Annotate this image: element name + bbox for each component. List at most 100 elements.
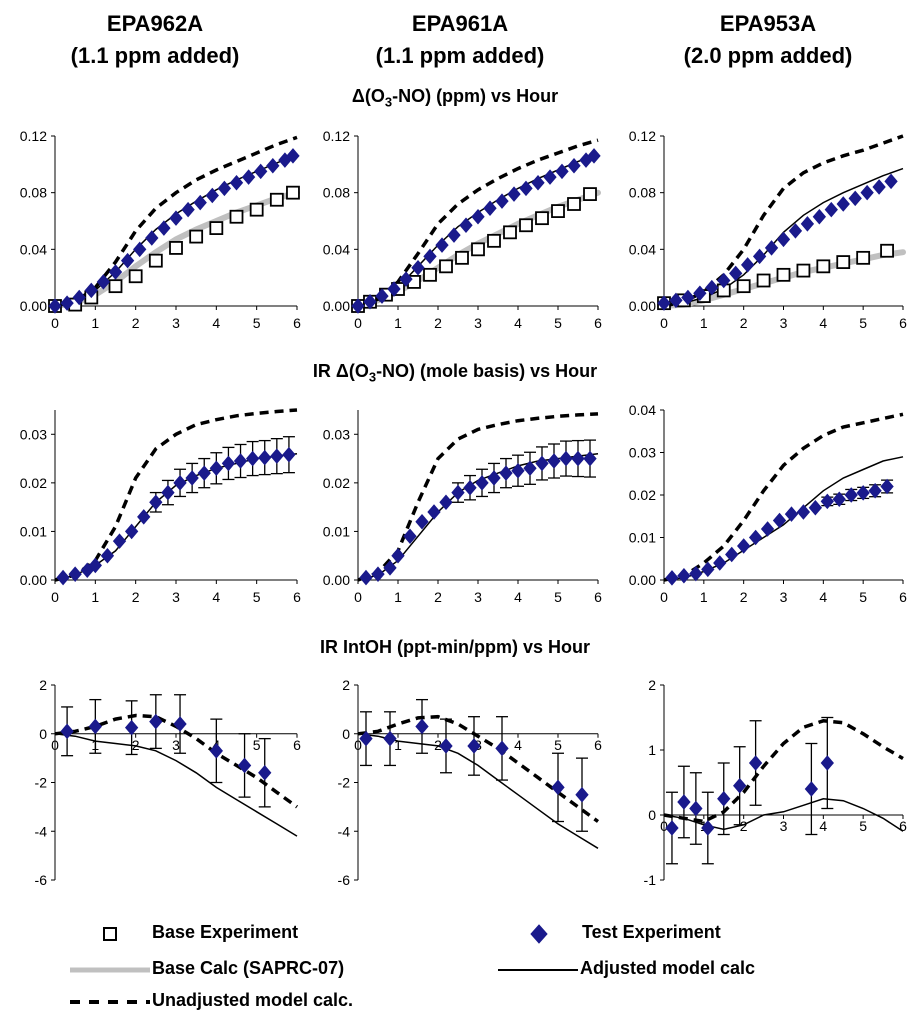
y-tick-label: 0.01 bbox=[629, 530, 656, 546]
test-experiment-point bbox=[459, 217, 473, 234]
x-tick-label: 4 bbox=[819, 818, 827, 834]
test-experiment-point bbox=[351, 298, 365, 314]
test-experiment-point bbox=[72, 289, 86, 306]
x-tick-label: 2 bbox=[434, 315, 442, 331]
chart-panel: 0.00 0.04 0.08 0.12 0 1 2 3 4 5 6 bbox=[20, 128, 301, 331]
x-tick-label: 5 bbox=[554, 737, 562, 753]
row-title-1: Δ(O3-NO) (ppm) vs Hour bbox=[351, 86, 559, 110]
test-experiment-point bbox=[157, 220, 171, 236]
base-experiment-point bbox=[269, 192, 284, 207]
x-tick-label: 3 bbox=[172, 737, 180, 753]
test-experiment-point bbox=[764, 240, 779, 256]
test-experiment-point bbox=[96, 274, 111, 290]
x-tick-label: 4 bbox=[212, 589, 220, 605]
test-experiment-point bbox=[567, 157, 581, 174]
test-experiment-point bbox=[483, 200, 497, 217]
test-experiment-point bbox=[415, 718, 429, 735]
x-tick-label: 3 bbox=[780, 818, 788, 834]
y-tick-label: 0.08 bbox=[629, 185, 656, 201]
adjusted-model-line bbox=[357, 733, 599, 849]
test-experiment-point bbox=[241, 169, 256, 185]
base-experiment-point bbox=[796, 263, 811, 278]
base-experiment-point bbox=[519, 218, 533, 233]
base-experiment-point bbox=[856, 250, 871, 265]
test-experiment-point bbox=[547, 453, 561, 469]
y-tick-label: 0 bbox=[648, 807, 656, 823]
y-tick-label: 0.00 bbox=[323, 298, 350, 314]
test-experiment-point bbox=[705, 279, 719, 296]
column-title-name: EPA953A bbox=[719, 11, 817, 36]
base-experiment-point bbox=[816, 259, 831, 274]
y-tick-label: 0.04 bbox=[629, 241, 656, 257]
test-experiment-point bbox=[56, 569, 70, 586]
test-experiment-point bbox=[575, 786, 589, 803]
x-tick-label: 2 bbox=[132, 315, 140, 331]
test-experiment-point bbox=[740, 257, 755, 273]
test-experiment-point bbox=[68, 566, 82, 582]
test-experiment-point bbox=[507, 186, 521, 202]
unadjusted-model-line bbox=[357, 714, 600, 823]
y-tick-label: 0.08 bbox=[20, 185, 47, 201]
test-experiment-point bbox=[681, 289, 695, 306]
base-experiment-point bbox=[567, 197, 581, 211]
chart-panel: -10120123456 bbox=[644, 677, 908, 888]
test-experiment-point bbox=[403, 528, 417, 545]
x-tick-label: 2 bbox=[132, 737, 140, 753]
test-experiment-point bbox=[555, 163, 569, 180]
test-experiment-point bbox=[197, 465, 211, 481]
unadjusted-model-line bbox=[663, 412, 904, 582]
test-experiment-point bbox=[133, 241, 147, 258]
test-experiment-point bbox=[844, 487, 858, 503]
y-tick-label: 0.01 bbox=[20, 523, 47, 539]
y-tick-label: -4 bbox=[35, 823, 48, 839]
test-experiment-point bbox=[689, 800, 703, 817]
x-tick-label: 6 bbox=[899, 315, 907, 331]
x-tick-label: 3 bbox=[172, 315, 180, 331]
y-tick-label: 0.04 bbox=[20, 241, 47, 257]
test-experiment-point bbox=[185, 470, 199, 486]
test-experiment-point bbox=[359, 730, 373, 747]
test-experiment-point bbox=[725, 546, 739, 563]
y-tick-label: 0.08 bbox=[323, 185, 350, 201]
x-tick-label: 6 bbox=[899, 589, 907, 605]
y-tick-label: -6 bbox=[338, 872, 351, 888]
unadjusted-model-line bbox=[357, 138, 599, 308]
base-experiment-point bbox=[229, 209, 244, 224]
test-experiment-point bbox=[495, 740, 509, 757]
test-experiment-point bbox=[583, 450, 597, 467]
column-title-note: (2.0 ppm added) bbox=[683, 43, 853, 68]
test-experiment-point bbox=[776, 231, 791, 248]
column-title-2: EPA961A (1.1 ppm added) bbox=[340, 8, 580, 72]
test-experiment-point bbox=[205, 187, 219, 204]
x-tick-label: 6 bbox=[594, 315, 602, 331]
x-tick-label: 4 bbox=[212, 315, 220, 331]
test-experiment-point bbox=[383, 730, 397, 747]
test-experiment-point bbox=[571, 450, 585, 467]
unadjusted-model-line bbox=[54, 408, 298, 582]
x-tick-label: 0 bbox=[354, 737, 362, 753]
base-experiment-point bbox=[880, 243, 894, 258]
test-experiment-point bbox=[149, 713, 163, 730]
y-tick-label: 0.12 bbox=[20, 128, 47, 144]
test-experiment-point bbox=[447, 227, 461, 243]
test-experiment-point bbox=[258, 449, 272, 466]
test-experiment-point bbox=[784, 506, 799, 522]
test-experiment-point bbox=[84, 282, 98, 299]
test-experiment-point bbox=[748, 529, 763, 546]
base-experiment-point bbox=[583, 187, 597, 201]
base-experiment-point bbox=[169, 241, 183, 255]
base-experiment-point bbox=[471, 242, 485, 257]
column-title-note: (1.1 ppm added) bbox=[70, 43, 240, 68]
test-experiment-point bbox=[60, 723, 74, 740]
test-experiment-point bbox=[193, 194, 207, 211]
x-tick-label: 1 bbox=[394, 737, 402, 753]
test-experiment-point bbox=[824, 201, 838, 218]
base-experiment-point bbox=[189, 229, 204, 244]
base-experiment-point bbox=[439, 259, 453, 274]
test-experiment-point bbox=[435, 237, 449, 253]
x-tick-label: 5 bbox=[859, 315, 867, 331]
x-tick-label: 4 bbox=[514, 589, 522, 605]
test-experiment-point bbox=[717, 272, 731, 289]
adjusted-model-line bbox=[54, 452, 298, 581]
test-experiment-point bbox=[427, 504, 441, 520]
